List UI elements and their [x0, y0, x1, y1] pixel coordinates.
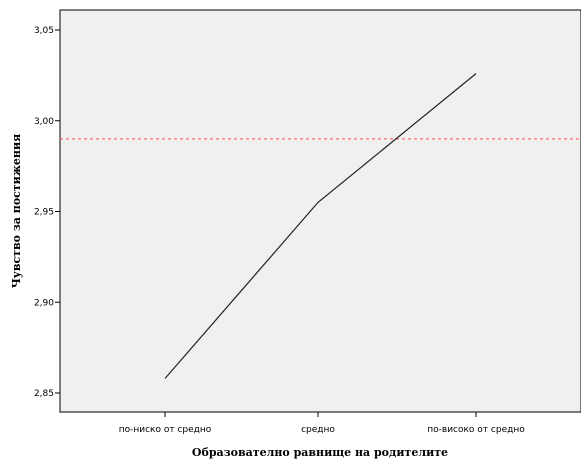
y-tick-label: 2,85 [34, 389, 54, 399]
series-group [164, 73, 477, 379]
x-tick-label: по-високо от средно [427, 425, 525, 435]
y-tick-label: 2,95 [34, 208, 54, 218]
y-tick-label: 2,90 [34, 298, 54, 308]
x-axis-ticks: по-ниско от средно средно по-високо от сре… [119, 412, 525, 435]
series-line [164, 73, 477, 379]
y-tick-label: 3,00 [34, 117, 54, 127]
x-axis-title: Образователно равнище на родителите [192, 446, 448, 459]
y-axis-ticks: 2,85 2,90 2,95 3,00 3,05 [34, 26, 60, 399]
x-tick-label: по-ниско от средно [119, 425, 212, 435]
plot-area [59, 9, 581, 413]
y-tick-label: 3,05 [34, 26, 54, 36]
x-tick-label: средно [301, 425, 335, 435]
y-axis-title: Чувство за постижения [10, 134, 23, 289]
